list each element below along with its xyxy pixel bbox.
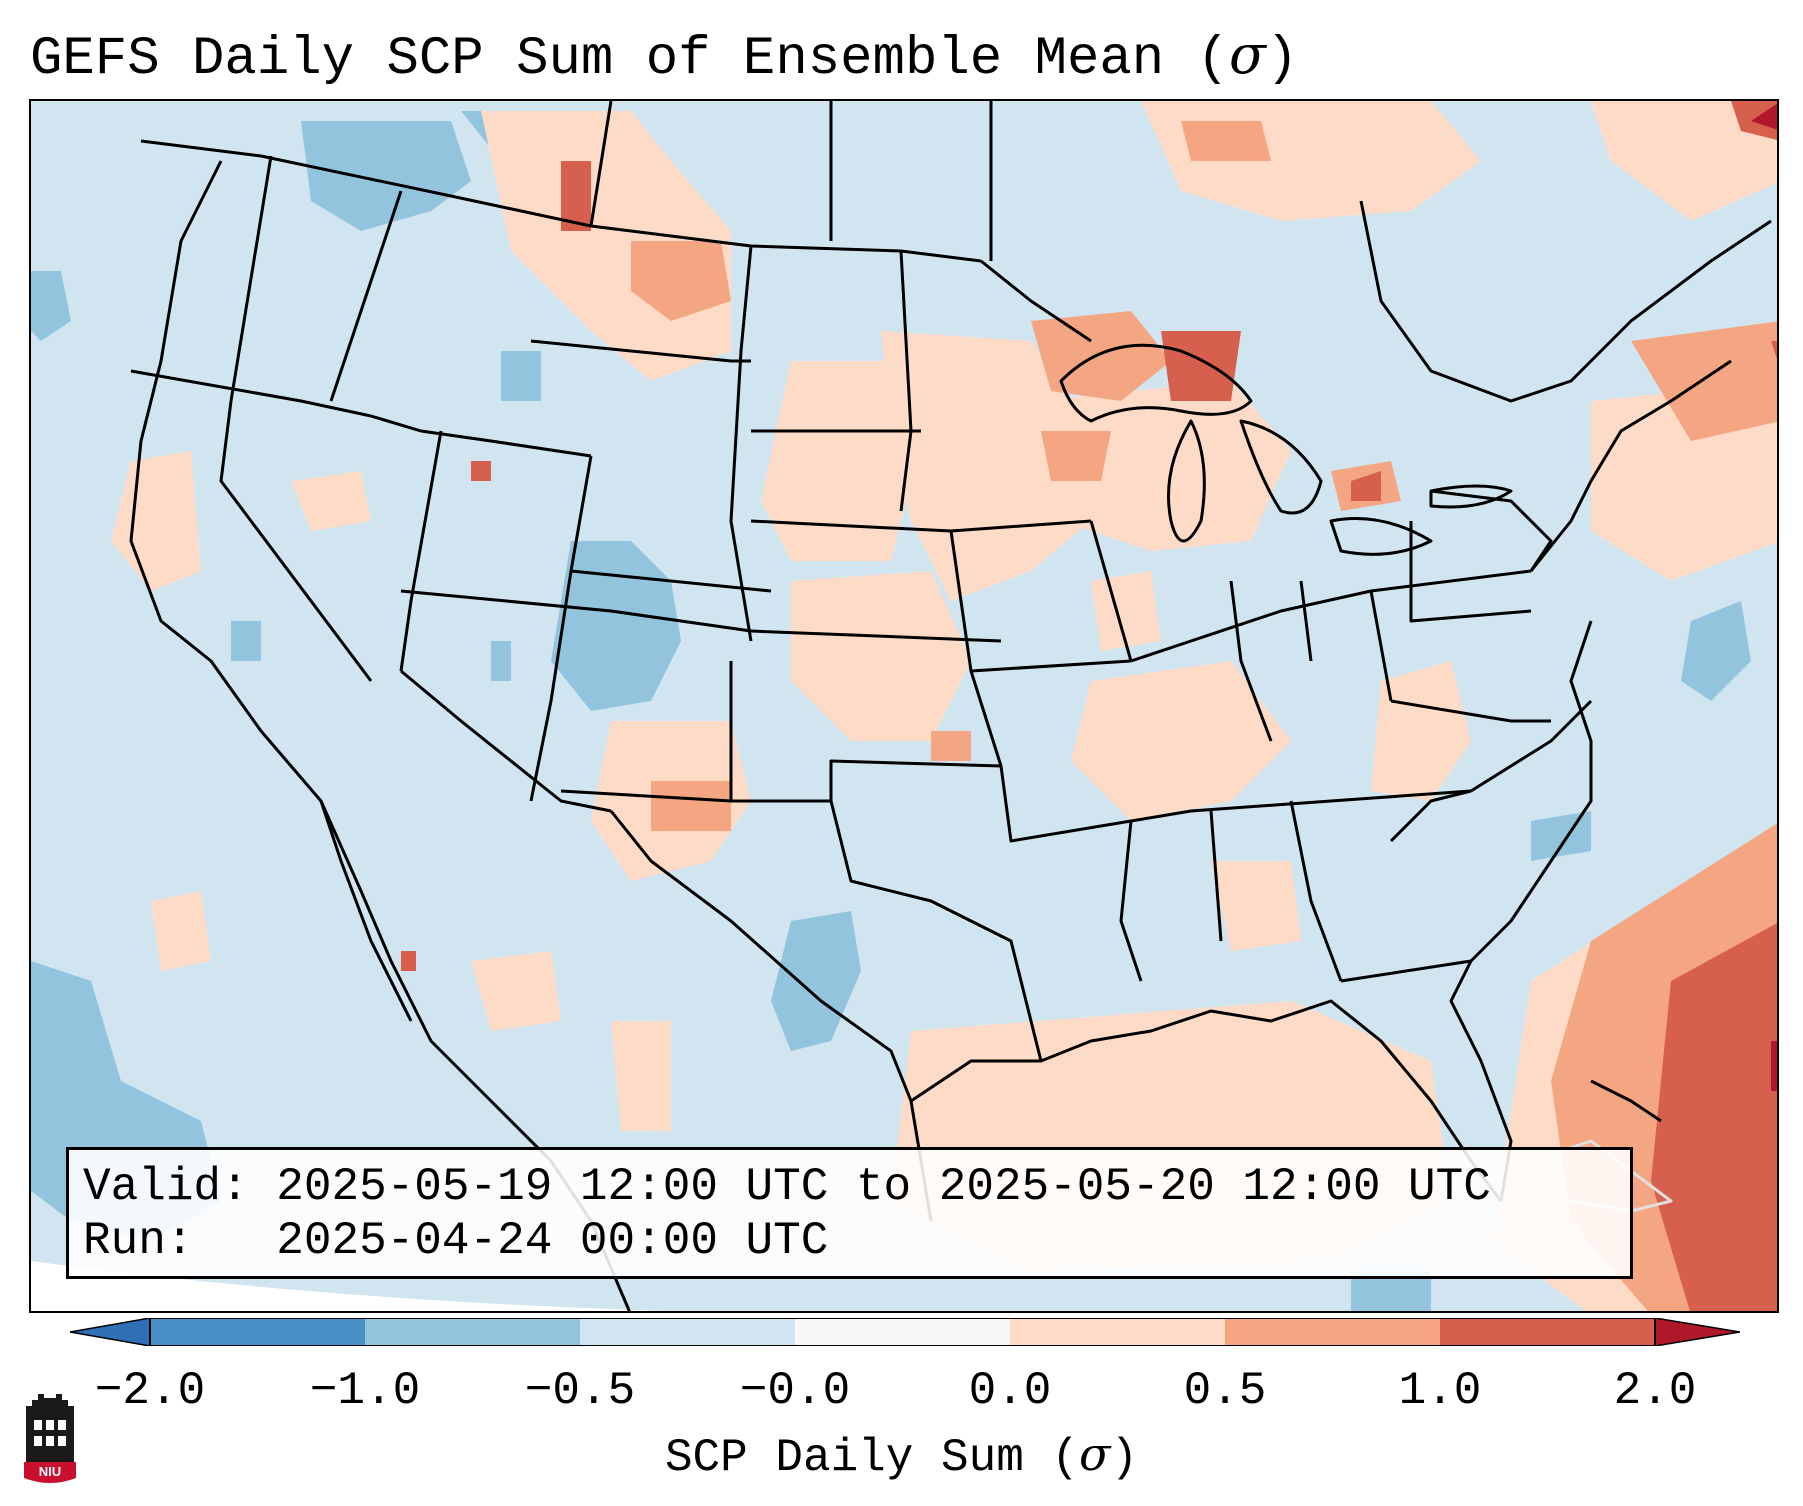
colorbar-extend-low [70, 1318, 151, 1346]
colorbar-tick-label: 1.0 [1398, 1365, 1482, 1417]
valid-value: 2025-05-19 12:00 UTC to 2025-05-20 12:00… [276, 1161, 1491, 1213]
valid-run-infobox: Valid: 2025-05-19 12:00 UTC to 2025-05-2… [66, 1147, 1633, 1279]
colorbar-band-2 [365, 1318, 580, 1346]
colorbar-tick-label: 2.0 [1613, 1365, 1697, 1417]
lake-huron [1239, 419, 1323, 515]
colorbar-band-3 [580, 1318, 795, 1346]
lake-superior [1059, 343, 1253, 423]
lake-ontario [1429, 484, 1513, 509]
scp-map[interactable] [31, 101, 1779, 1313]
colorbar-tick-label: −0.5 [524, 1365, 636, 1417]
colorbar-tick-label: −0.0 [739, 1365, 851, 1417]
pacific-coastline [129, 160, 631, 1311]
map-boundaries [129, 101, 1772, 1311]
colorbar-label-sigma: σ [1079, 1427, 1111, 1481]
lake-erie [1329, 517, 1433, 556]
colorbar-tick-label: 0.5 [1183, 1365, 1267, 1417]
colorbar-band-4 [795, 1318, 1010, 1346]
colorbar-label: SCP Daily Sum (σ) [664, 1427, 1139, 1484]
map-panel[interactable] [29, 99, 1779, 1313]
niu-tower-icon: NIU [24, 1394, 76, 1483]
run-value: 2025-04-24 00:00 UTC [276, 1215, 829, 1267]
gulf-coastline [910, 999, 1503, 1202]
strong-positive-regions [401, 101, 1777, 1311]
colorbar-tick-label: −1.0 [309, 1365, 421, 1417]
map-outside-projection [31, 1261, 667, 1311]
chart-title: GEFS Daily SCP Sum of Ensemble Mean (σ) [30, 23, 1299, 90]
colorbar [70, 1318, 1740, 1346]
colorbar-band-1 [150, 1318, 365, 1346]
colorbar-tick-label: 0.0 [968, 1365, 1052, 1417]
colorbar-tick-label: −2.0 [94, 1365, 206, 1417]
title-sigma-symbol: σ [1229, 23, 1266, 86]
valid-label: Valid: [83, 1161, 249, 1213]
colorbar-band-7 [1440, 1318, 1655, 1346]
colorbar-band-5 [1010, 1318, 1225, 1346]
logo-text: NIU [39, 1464, 61, 1479]
run-label: Run: [83, 1215, 194, 1267]
atlantic-coastline [1449, 620, 1593, 1202]
colorbar-extend-high [1654, 1318, 1740, 1346]
colorbar-outline [149, 1318, 1656, 1346]
colorbar-band-6 [1225, 1318, 1440, 1346]
lake-michigan [1167, 419, 1206, 543]
extreme-positive-regions [1751, 103, 1777, 1091]
